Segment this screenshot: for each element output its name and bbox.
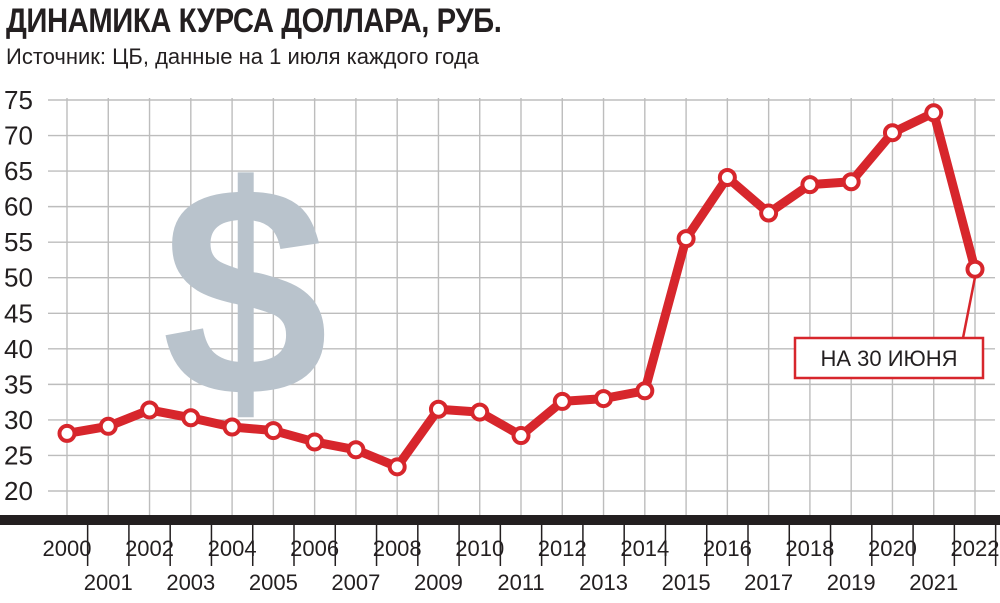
data-point <box>387 457 407 477</box>
y-tick-label: 20 <box>4 476 33 506</box>
y-tick-label: 65 <box>4 156 33 186</box>
chart-title: ДИНАМИКА КУРСА ДОЛЛАРА, РУБ. <box>6 2 502 40</box>
x-tick-label: 2002 <box>125 536 174 561</box>
data-point <box>181 408 201 428</box>
x-tick-label: 2014 <box>620 536 669 561</box>
data-point <box>800 175 820 195</box>
callout-label: НА 30 ИЮНЯ <box>820 346 957 371</box>
callout-box <box>793 336 985 380</box>
data-point <box>717 167 737 187</box>
y-tick-label: 35 <box>4 369 33 399</box>
y-tick-labels: 20 25 30 35 40 45 50 55 60 65 70 75 <box>4 85 33 506</box>
x-tick-label: 2015 <box>662 570 711 595</box>
chart-subtitle: Источник: ЦБ, данные на 1 июля каждого г… <box>6 44 480 69</box>
x-tick-label: 2009 <box>414 570 463 595</box>
x-tick-label: 2017 <box>744 570 793 595</box>
data-point <box>552 391 572 411</box>
x-tick-label: 2012 <box>538 536 587 561</box>
data-point <box>882 123 902 143</box>
data-point <box>222 417 242 437</box>
data-point <box>428 399 448 419</box>
x-tick-label: 2022 <box>951 536 1000 561</box>
data-point <box>924 103 944 123</box>
data-point <box>965 259 985 279</box>
y-tick-label: 45 <box>4 298 33 328</box>
y-tick-label: 55 <box>4 227 33 257</box>
y-tick-label: 40 <box>4 334 33 364</box>
data-point <box>98 416 118 436</box>
x-tick-label: 2018 <box>785 536 834 561</box>
x-tick-label: 2013 <box>579 570 628 595</box>
x-tick-label: 2010 <box>455 536 504 561</box>
x-tick-label: 2016 <box>703 536 752 561</box>
callout-leader <box>961 276 977 339</box>
data-point <box>635 381 655 401</box>
x-tick-label: 2007 <box>331 570 380 595</box>
x-axis <box>0 515 1000 525</box>
x-tick-label: 2011 <box>497 570 544 595</box>
y-tick-label: 70 <box>4 121 33 151</box>
data-point <box>676 229 696 249</box>
callout: НА 30 ИЮНЯ <box>793 276 985 380</box>
dollar-watermark: $ <box>162 123 329 459</box>
x-tick-label: 2019 <box>827 570 876 595</box>
y-tick-label: 60 <box>4 192 33 222</box>
x-tick-label: 2006 <box>290 536 339 561</box>
data-point <box>511 426 531 446</box>
y-tick-label: 50 <box>4 263 33 293</box>
data-point <box>594 389 614 409</box>
x-tick-label: 2021 <box>909 570 958 595</box>
x-tick-label: 2000 <box>43 536 92 561</box>
data-point <box>759 203 779 223</box>
data-markers <box>57 103 985 477</box>
y-tick-label: 25 <box>4 440 33 470</box>
x-tick-label: 2001 <box>84 570 133 595</box>
data-point <box>841 172 861 192</box>
y-tick-label: 30 <box>4 405 33 435</box>
x-grid-lines <box>66 98 976 520</box>
data-point <box>470 402 490 422</box>
data-point <box>140 400 160 420</box>
data-point <box>57 423 77 443</box>
data-point <box>263 421 283 441</box>
x-tick-labels: 2000 2002 2004 2006 2008 2010 2012 2014 2016 2018… <box>43 525 1000 595</box>
x-axis-line <box>0 515 1000 525</box>
y-tick-label: 75 <box>4 85 33 115</box>
data-point <box>346 440 366 460</box>
x-tick-label: 2020 <box>868 536 917 561</box>
x-tick-label: 2004 <box>208 536 257 561</box>
x-tick-label: 2008 <box>373 536 422 561</box>
x-tick-label: 2003 <box>166 570 215 595</box>
x-tick-label: 2005 <box>249 570 298 595</box>
data-point <box>305 432 325 452</box>
